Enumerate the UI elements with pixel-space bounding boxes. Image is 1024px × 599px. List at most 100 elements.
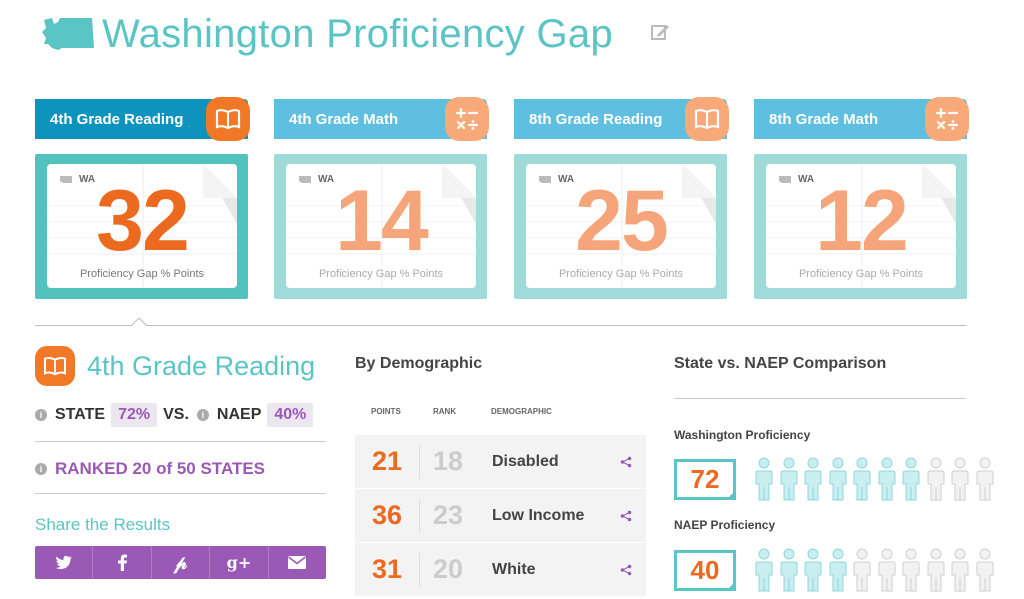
paper-fold	[922, 164, 956, 224]
demo-label: Disabled	[492, 452, 559, 470]
google-plus-icon: g+	[226, 553, 252, 572]
card-4th-grade-reading[interactable]: 4th Grade Reading WA 32 Proficiency Gap …	[35, 97, 250, 299]
demo-rank: 18	[432, 446, 464, 476]
google-plus-share-button[interactable]: g+	[210, 546, 269, 579]
divider	[419, 498, 420, 533]
person-icon-filled	[850, 457, 875, 501]
demographic-header: DEMOGRAPHIC	[491, 407, 552, 416]
share-icon[interactable]	[606, 564, 646, 576]
washington-mini-icon	[299, 176, 311, 183]
card-tab[interactable]: 8th Grade Math	[754, 97, 969, 141]
demo-points: 36	[371, 500, 403, 530]
share-bar: 𝓅 g+	[35, 546, 326, 579]
paper-fold	[203, 164, 237, 224]
paper-fold	[442, 164, 476, 224]
washington-mini-icon	[779, 176, 791, 183]
naep-proficiency-value: 40	[674, 550, 736, 591]
card-8th-grade-math[interactable]: 8th Grade Math WA 12 Proficiency Gap % P…	[754, 97, 969, 299]
person-icon-empty	[899, 548, 924, 592]
active-card-pointer	[131, 318, 147, 326]
book-icon	[685, 97, 729, 141]
rank-header: RANK	[433, 407, 457, 416]
card-8th-grade-reading[interactable]: 8th Grade Reading WA 25 Proficiency Gap …	[514, 97, 729, 299]
person-icon-filled	[777, 457, 802, 501]
person-icon-filled	[826, 457, 851, 501]
page-header: Washington Proficiency Gap	[38, 8, 613, 60]
person-icon-empty	[924, 548, 949, 592]
state-label: STATE	[55, 406, 106, 423]
page-title: Washington Proficiency Gap	[102, 11, 614, 56]
demographic-row[interactable]: 21 18 Disabled	[355, 435, 646, 488]
detail-header: 4th Grade Reading	[35, 346, 315, 386]
email-share-button[interactable]	[269, 546, 326, 579]
state-proficiency-value: 72	[674, 459, 736, 500]
washington-state-icon	[42, 18, 94, 50]
gap-value: 32	[96, 173, 190, 269]
state-value: 72%	[111, 403, 158, 427]
section-divider	[35, 325, 966, 326]
twitter-icon	[55, 555, 72, 570]
paper-lines	[47, 164, 237, 288]
math-icon	[925, 97, 969, 141]
score-paper: WA 12 Proficiency Gap % Points	[766, 164, 956, 288]
twitter-share-button[interactable]	[35, 546, 94, 579]
score-paper: WA 32 Proficiency Gap % Points	[47, 164, 237, 288]
person-icon-filled	[899, 457, 924, 501]
card-tab[interactable]: 8th Grade Reading	[514, 97, 729, 141]
state-tag: WA	[538, 174, 574, 185]
card-tab[interactable]: 4th Grade Math	[274, 97, 489, 141]
demo-rank: 20	[432, 554, 464, 584]
share-icon[interactable]	[606, 456, 646, 468]
person-icon-empty	[948, 457, 973, 501]
person-icon-empty	[948, 548, 973, 592]
card-tab[interactable]: 4th Grade Reading	[35, 97, 250, 141]
card-4th-grade-math[interactable]: 4th Grade Math WA 14 Proficiency Gap % P…	[274, 97, 489, 299]
demographic-row[interactable]: 31 20 White	[355, 543, 646, 596]
card-tab-label: 4th Grade Reading	[50, 110, 184, 128]
card-body: WA 12 Proficiency Gap % Points	[754, 154, 967, 299]
pinterest-share-button[interactable]: 𝓅	[152, 546, 211, 579]
state-tag: WA	[298, 174, 334, 185]
demographic-row[interactable]: 36 23 Low Income	[355, 489, 646, 542]
gap-value: 12	[815, 173, 909, 269]
divider	[419, 552, 420, 587]
facebook-icon	[117, 554, 127, 571]
divider	[674, 398, 966, 399]
info-icon[interactable]: i	[196, 409, 209, 421]
info-icon[interactable]: i	[35, 463, 47, 475]
gap-caption: Proficiency Gap % Points	[318, 268, 444, 280]
card-tab-label: 4th Grade Math	[289, 110, 399, 128]
person-icon-empty	[875, 548, 900, 592]
vs-label: VS.	[163, 406, 189, 423]
demo-label: White	[492, 560, 536, 578]
edit-icon[interactable]	[650, 22, 670, 42]
state-proficiency-people	[752, 457, 997, 501]
person-icon-empty	[973, 457, 998, 501]
gap-value: 25	[575, 173, 669, 269]
demo-label: Low Income	[492, 506, 585, 524]
person-icon-filled	[752, 457, 777, 501]
book-icon	[206, 97, 250, 141]
demo-rank: 23	[432, 500, 464, 530]
person-icon-filled	[777, 548, 802, 592]
divider	[35, 493, 326, 494]
gap-caption: Proficiency Gap % Points	[798, 268, 924, 280]
paper-lines	[286, 164, 476, 288]
card-body: WA 25 Proficiency Gap % Points	[514, 154, 727, 299]
person-icon-filled	[752, 548, 777, 592]
share-title: Share the Results	[35, 515, 171, 534]
facebook-share-button[interactable]	[93, 546, 152, 579]
state-tag: WA	[778, 174, 814, 185]
score-paper: WA 14 Proficiency Gap % Points	[286, 164, 476, 288]
divider	[35, 441, 326, 442]
state-tag: WA	[59, 174, 95, 185]
info-icon[interactable]: i	[35, 409, 47, 421]
divider	[419, 444, 420, 479]
share-icon[interactable]	[606, 510, 646, 522]
person-icon-empty	[850, 548, 875, 592]
demographic-title: By Demographic	[355, 355, 483, 372]
score-paper: WA 25 Proficiency Gap % Points	[526, 164, 716, 288]
card-body: WA 32 Proficiency Gap % Points	[35, 154, 248, 299]
book-icon	[35, 346, 75, 386]
washington-mini-icon	[60, 176, 72, 183]
